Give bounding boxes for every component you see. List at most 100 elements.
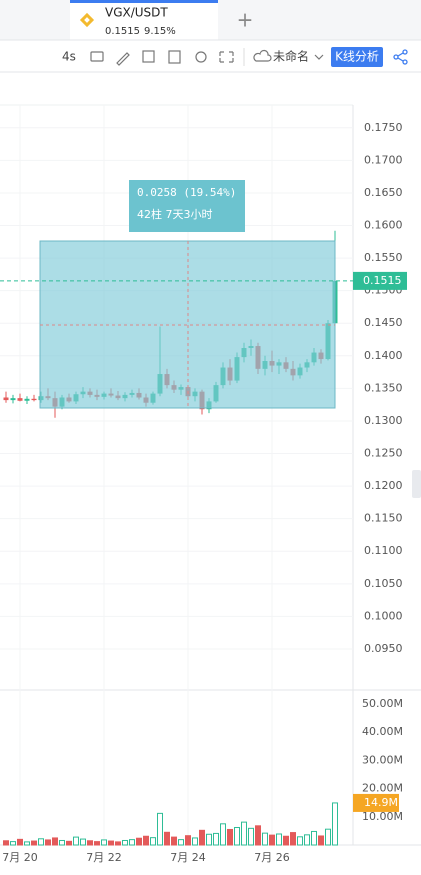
volume-bar — [290, 832, 296, 846]
volume-bar — [108, 840, 114, 846]
add-tab[interactable]: + — [237, 8, 254, 32]
x-tick-label: 7月 24 — [170, 851, 206, 864]
volume-tick-label: 30.00M — [362, 753, 403, 766]
y-tick-label: 0.1300 — [364, 414, 403, 427]
toolbar-icons — [90, 49, 324, 66]
volume-bar — [297, 836, 303, 846]
x-tick-label: 7月 26 — [254, 851, 290, 864]
volume-bar — [241, 821, 247, 846]
layout-name[interactable]: 未命名 — [273, 49, 309, 64]
volume-bar — [52, 837, 58, 846]
volume-bar — [227, 828, 233, 846]
y-tick-label: 0.0950 — [364, 642, 403, 655]
volume-bar — [213, 832, 219, 846]
y-tick-label: 0.1250 — [364, 447, 403, 460]
current-price-tag — [353, 271, 407, 290]
crop-icon[interactable] — [142, 50, 155, 63]
cloud-icon[interactable] — [253, 49, 272, 62]
volume-bar — [304, 834, 310, 846]
y-tick-label: 0.1650 — [364, 186, 403, 199]
y-tick-label: 0.1400 — [364, 349, 403, 362]
tab-change: 9.15% — [144, 26, 176, 37]
tab[interactable] — [70, 0, 218, 40]
volume-bar — [129, 839, 135, 846]
volume-bar — [73, 836, 79, 846]
volume-bar — [38, 838, 44, 846]
scroll-handle[interactable] — [412, 470, 421, 498]
y-tick-label: 0.1750 — [364, 121, 403, 134]
volume-tick-label: 40.00M — [362, 725, 403, 738]
tab-symbol: VGX/USDT — [105, 6, 168, 20]
candle-body — [17, 398, 23, 401]
share-icon[interactable] — [393, 49, 408, 65]
candle-body — [31, 398, 37, 401]
candle-body — [3, 397, 9, 401]
y-tick-label: 0.1200 — [364, 479, 403, 492]
y-tick-label: 0.1150 — [364, 512, 403, 525]
volume-bar — [192, 837, 198, 846]
volume-tick-label: 20.00M — [362, 782, 403, 795]
current-volume-label: 14.9M — [364, 796, 398, 809]
volume-bar — [143, 835, 149, 846]
volume-bar — [122, 839, 128, 846]
volume-bar — [101, 839, 107, 846]
y-tick-label: 0.1000 — [364, 609, 403, 622]
interval[interactable]: 4s — [62, 50, 76, 64]
volume-bar — [66, 840, 72, 846]
measure-label-box — [129, 180, 245, 232]
volume-bar — [283, 835, 289, 846]
volume-bar — [10, 841, 16, 846]
volume-bar — [87, 840, 93, 846]
pen-icon[interactable] — [116, 52, 130, 66]
volume-bar — [17, 838, 23, 846]
volume-tick-label: 10.00M — [362, 810, 403, 823]
fullscreen-icon[interactable] — [219, 51, 234, 63]
overlay: 0.1515 14.9M — [0, 271, 407, 812]
candle-body — [10, 398, 16, 401]
y-tick-label: 0.1050 — [364, 577, 403, 590]
doc-icon[interactable] — [168, 50, 181, 64]
candle-body — [24, 398, 30, 401]
volume-bar — [269, 834, 275, 846]
volume-bar — [157, 812, 163, 846]
y-tick-label: 0.1550 — [364, 251, 403, 264]
volume-bar — [332, 802, 338, 846]
measure-change: 0.0258 (19.54%) — [137, 186, 236, 199]
current-volume-tag — [353, 793, 399, 812]
volume-bar — [248, 827, 254, 846]
volume-bar — [234, 826, 240, 846]
volume-bar — [255, 825, 261, 846]
camera-icon[interactable] — [90, 51, 104, 62]
y-tick-label: 0.1100 — [364, 544, 403, 557]
volume-tick-label: 50.00M — [362, 697, 403, 710]
volume-bar — [318, 835, 324, 846]
current-price-label: 0.1515 — [363, 274, 402, 287]
measure-span: 42柱 7天3小时 — [137, 207, 213, 221]
volume-bar — [262, 832, 268, 846]
volume-bar — [80, 838, 86, 846]
volume-bar — [325, 828, 331, 846]
analysis-button-label[interactable]: K线分析 — [335, 50, 379, 64]
volume-bar — [220, 823, 226, 846]
volume-bar — [199, 829, 205, 846]
volume-bar — [276, 833, 282, 846]
volume-bar — [185, 835, 191, 846]
volume-bar — [45, 839, 51, 846]
volume-bar — [94, 841, 100, 846]
tab-price: 0.1515 — [105, 26, 140, 37]
x-tick-label: 7月 20 — [2, 851, 38, 864]
tab-indicator — [70, 0, 218, 3]
volume-bar — [206, 833, 212, 846]
analysis-button[interactable] — [331, 47, 383, 67]
volume-bar — [59, 839, 65, 846]
volume-bar — [164, 831, 170, 846]
y-tick-label: 0.1450 — [364, 316, 403, 329]
volume-bar — [171, 836, 177, 846]
dropdown-icon[interactable] — [314, 54, 324, 60]
volume-bar — [150, 837, 156, 846]
volume-bar — [136, 837, 142, 846]
settings-icon[interactable] — [195, 51, 207, 63]
volume-bar — [3, 840, 9, 846]
x-tick-label: 7月 22 — [86, 851, 122, 864]
